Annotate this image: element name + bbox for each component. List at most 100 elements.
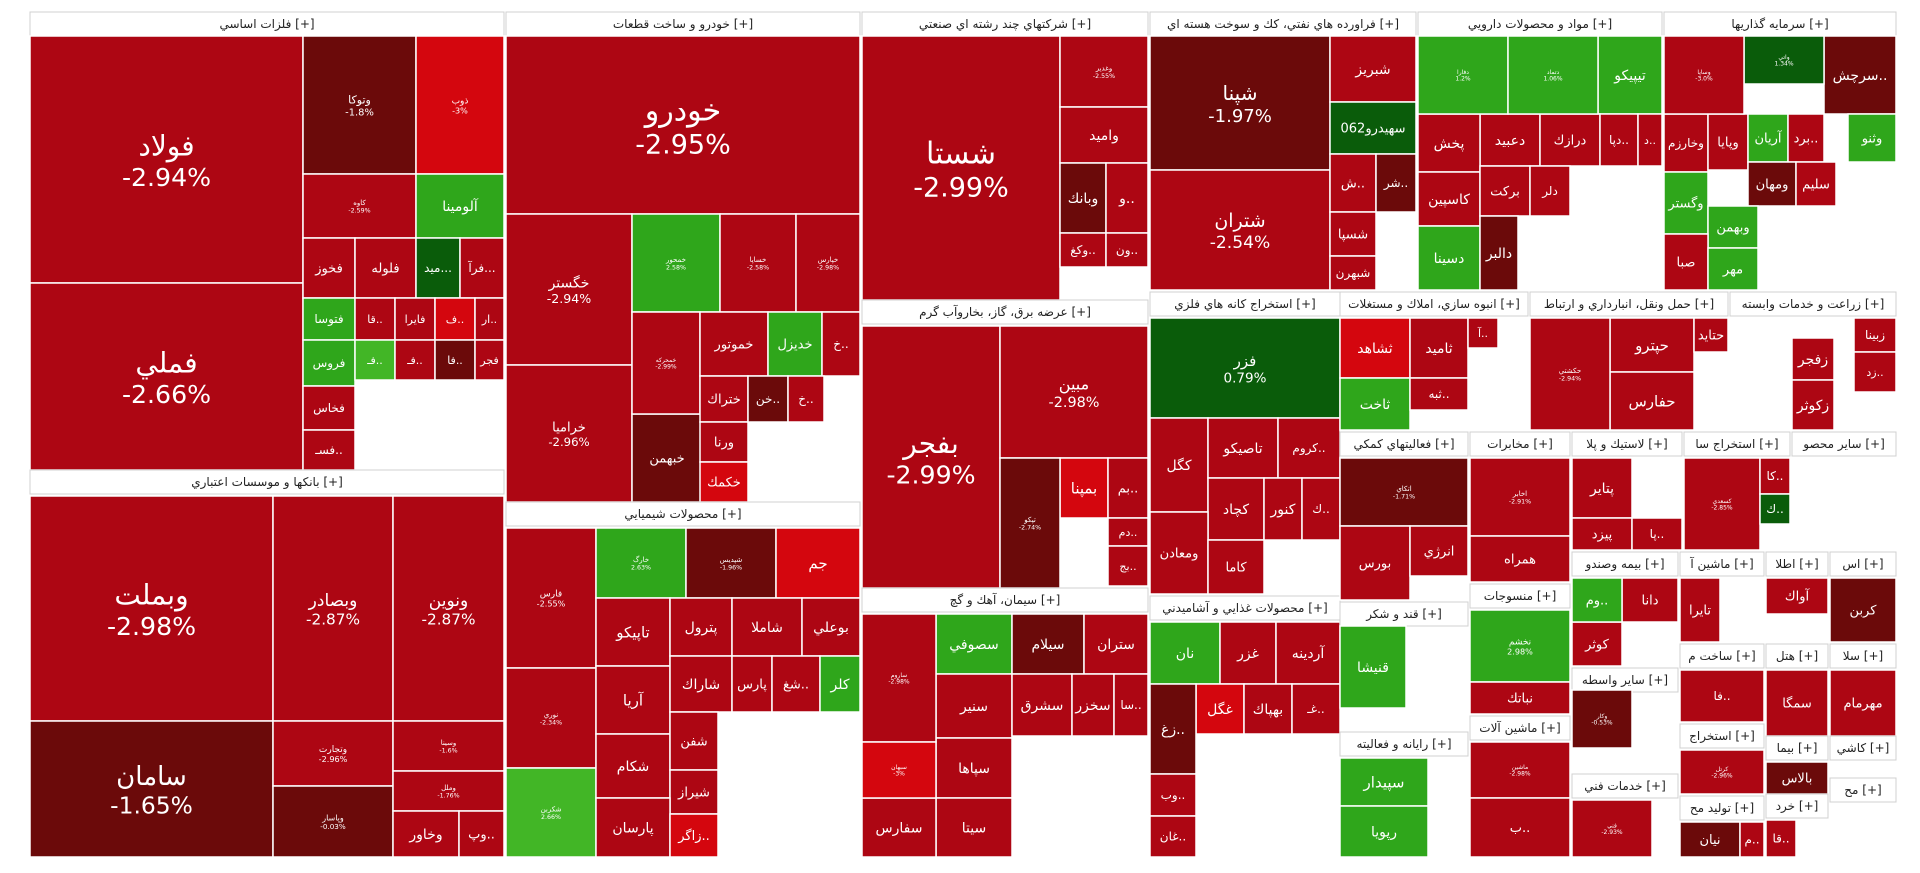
- treemap-tile[interactable]: غزر: [1219, 621, 1277, 685]
- tile-rect[interactable]: [1149, 621, 1221, 685]
- treemap-tile[interactable]: سامان-1.65%: [29, 720, 274, 858]
- treemap-tile[interactable]: سنير: [935, 673, 1013, 739]
- tile-rect[interactable]: [861, 325, 1001, 589]
- tile-rect[interactable]: [29, 720, 274, 858]
- treemap-tile[interactable]: وسينا-1.6%: [392, 720, 505, 772]
- tile-rect[interactable]: [1417, 35, 1509, 115]
- tile-rect[interactable]: [861, 741, 937, 799]
- tile-rect[interactable]: [1795, 161, 1837, 207]
- treemap-tile[interactable]: ومعادن: [1149, 511, 1209, 595]
- treemap-section[interactable]: كاشي [+]: [1829, 735, 1897, 761]
- treemap-section[interactable]: مح [+]: [1829, 777, 1897, 803]
- treemap-section[interactable]: هتل [+] سمگا: [1765, 643, 1829, 737]
- treemap-tile[interactable]: زد..: [1853, 351, 1897, 393]
- treemap-tile[interactable]: وبملت-2.98%: [29, 495, 274, 722]
- treemap-tile[interactable]: بالاس: [1765, 761, 1829, 795]
- tile-rect[interactable]: [29, 282, 304, 471]
- tile-rect[interactable]: [272, 720, 394, 787]
- tile-rect[interactable]: [1113, 673, 1149, 737]
- tile-rect[interactable]: [1571, 689, 1633, 749]
- treemap-tile[interactable]: خمحركه-2.99%: [631, 311, 701, 415]
- treemap-tile[interactable]: دالبر: [1479, 215, 1519, 291]
- treemap-tile[interactable]: خن..: [747, 375, 789, 423]
- tile-rect[interactable]: [392, 720, 505, 772]
- section-title[interactable]: استخراج كانه هاي فلزي [+]: [1174, 297, 1315, 312]
- treemap-section[interactable]: خودرو و ساخت قطعات [+]خودرو-2.95%خگستر-2…: [505, 11, 861, 503]
- treemap-tile[interactable]: فرآ...: [459, 237, 505, 299]
- tile-rect[interactable]: [29, 35, 304, 284]
- treemap-tile[interactable]: خراميا-2.96%: [505, 364, 633, 503]
- treemap-tile[interactable]: تايرا: [1679, 577, 1721, 643]
- tile-rect[interactable]: [302, 385, 356, 431]
- tile-rect[interactable]: [935, 737, 1013, 799]
- tile-rect[interactable]: [1609, 371, 1695, 431]
- treemap-tile[interactable]: ثشاهد: [1339, 317, 1411, 379]
- treemap-tile[interactable]: شغ..: [771, 655, 821, 713]
- tile-rect[interactable]: [1631, 517, 1683, 551]
- tile-rect[interactable]: [1853, 351, 1897, 393]
- treemap-tile[interactable]: پترول: [669, 597, 733, 657]
- tile-rect[interactable]: [1679, 669, 1765, 723]
- treemap-tile[interactable]: آردينه: [1275, 621, 1341, 685]
- treemap-tile[interactable]: اخابر-2.91%: [1469, 457, 1571, 537]
- treemap-tile[interactable]: انرژي: [1409, 525, 1469, 577]
- tile-rect[interactable]: [392, 495, 505, 722]
- treemap-tile[interactable]: شفن: [669, 711, 719, 771]
- tile-rect[interactable]: [1083, 613, 1149, 675]
- treemap-tile[interactable]: تپكو-2.74%: [999, 457, 1061, 589]
- section-title[interactable]: محصولات شيميايي [+]: [624, 507, 741, 522]
- tile-rect[interactable]: [1765, 669, 1829, 737]
- section-title[interactable]: توليد مح [+]: [1690, 801, 1754, 816]
- section-title[interactable]: سيمان، آهك و گچ [+]: [950, 592, 1061, 608]
- treemap-section[interactable]: بانكها و موسسات اعتباري [+] وبملت-2.98%سا…: [29, 469, 505, 858]
- tile-rect[interactable]: [1571, 799, 1653, 858]
- treemap-section[interactable]: توليد مح [+] نيان م..: [1679, 795, 1765, 858]
- section-title[interactable]: خدمات فني [+]: [1584, 779, 1666, 793]
- treemap-tile[interactable]: وثنو: [1847, 113, 1897, 163]
- tile-rect[interactable]: [1291, 683, 1341, 735]
- tile-rect[interactable]: [1105, 232, 1149, 268]
- treemap-tile[interactable]: زاگر..: [669, 813, 719, 858]
- tile-rect[interactable]: [1149, 417, 1209, 513]
- treemap-tile[interactable]: شتران-2.54%: [1149, 169, 1331, 291]
- tile-rect[interactable]: [1107, 517, 1149, 547]
- treemap-tile[interactable]: زكوثر: [1791, 379, 1835, 431]
- tile-rect[interactable]: [1765, 577, 1829, 615]
- tile-rect[interactable]: [669, 655, 733, 713]
- treemap-tile[interactable]: فني-2.93%: [1571, 799, 1653, 858]
- tile-rect[interactable]: [1507, 35, 1599, 115]
- treemap-section[interactable]: عرضه برق، گاز، بخاروآب گرم [+] بفجر-2.99%…: [861, 299, 1149, 589]
- treemap-tile[interactable]: شكام: [595, 733, 671, 799]
- treemap-tile[interactable]: ف..: [434, 297, 476, 341]
- tile-rect[interactable]: [1329, 35, 1417, 103]
- treemap-tile[interactable]: پخش: [1417, 113, 1481, 173]
- section-title[interactable]: فراورده هاي نفتي، كك و سوخت هسته اي [+]: [1167, 17, 1399, 32]
- section-title[interactable]: محصولات غذايي و آشاميدني [+]: [1162, 600, 1327, 616]
- section-title[interactable]: خرد [+]: [1776, 799, 1819, 814]
- section-title[interactable]: اس [+]: [1842, 557, 1883, 572]
- tile-rect[interactable]: [1149, 35, 1331, 171]
- treemap-section[interactable]: ساير واسطه [+]وكار-0.53%: [1571, 667, 1679, 749]
- tile-rect[interactable]: [1339, 757, 1429, 807]
- section-title[interactable]: بانكها و موسسات اعتباري [+]: [191, 475, 343, 490]
- tile-rect[interactable]: [302, 429, 356, 471]
- treemap-tile[interactable]: زفجر: [1791, 337, 1835, 381]
- treemap-section[interactable]: ساخت م [+] فا..: [1679, 643, 1765, 723]
- treemap-tile[interactable]: خساپا-2.58%: [719, 213, 797, 313]
- treemap-tile[interactable]: سليم: [1795, 161, 1837, 207]
- section-title[interactable]: ساخت م [+]: [1688, 649, 1755, 663]
- tile-rect[interactable]: [474, 297, 505, 341]
- tile-rect[interactable]: [1759, 457, 1791, 495]
- treemap-tile[interactable]: خموتور: [699, 311, 769, 377]
- treemap-tile[interactable]: زغ..: [1149, 683, 1197, 775]
- tile-rect[interactable]: [1105, 162, 1149, 234]
- tile-rect[interactable]: [1275, 621, 1341, 685]
- treemap-tile[interactable]: كا..: [1759, 457, 1791, 495]
- treemap-section[interactable]: مواد و محصولات دارويي [+] تيپيكو دالبر دعبي…: [1417, 11, 1663, 291]
- treemap-tile[interactable]: دانا: [1621, 577, 1679, 623]
- tile-rect[interactable]: [1829, 577, 1897, 643]
